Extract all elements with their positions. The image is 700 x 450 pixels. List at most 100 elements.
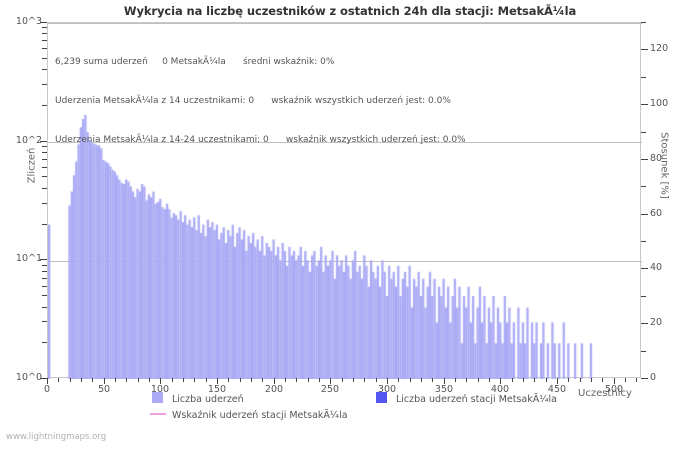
y-axis-right-tick: [641, 323, 648, 324]
x-axis-tick: [126, 378, 127, 382]
x-axis-tick: [364, 378, 365, 382]
x-axis-tick: [353, 378, 354, 382]
y-axis-left-tick: [42, 342, 47, 343]
legend-label-all-strokes: Liczba uderzeń: [172, 394, 244, 405]
x-axis-tick-label: 150: [207, 384, 227, 395]
y-axis-left-tick: [42, 152, 47, 153]
x-axis-tick: [387, 378, 388, 384]
y-axis-right-tick-label: 20: [650, 317, 663, 329]
x-axis-tick: [455, 378, 456, 382]
x-axis-tick: [489, 378, 490, 382]
x-axis-tick: [330, 378, 331, 384]
legend-swatch-station-ratio: [150, 413, 166, 415]
y-axis-left-tick: [42, 203, 47, 204]
x-axis-tick-label: 400: [490, 384, 510, 395]
x-axis-tick: [160, 378, 161, 384]
y-axis-left-tick: [42, 48, 47, 49]
x-axis-tick: [432, 378, 433, 382]
x-axis-tick: [319, 378, 320, 382]
x-axis-tick: [285, 378, 286, 382]
x-axis-tick: [500, 378, 501, 384]
annotation-line-3: Uderzenia MetsakÃ¼la z 14-24 uczestnikam…: [55, 135, 466, 145]
y-axis-right-tick: [641, 22, 646, 23]
y-axis-right-tick: [641, 159, 648, 160]
y-axis-left-tick: [42, 265, 47, 266]
y-axis-left-tick-label: 10^1: [15, 253, 42, 265]
y-axis-right-tick: [641, 214, 648, 215]
x-axis-tick: [398, 378, 399, 382]
x-axis-tick: [194, 378, 195, 382]
y-axis-right-tick: [641, 351, 646, 352]
x-axis-tick: [217, 378, 218, 384]
y-axis-left-tick: [42, 286, 47, 287]
legend-swatch-station-strokes: [376, 392, 387, 403]
x-axis-tick: [228, 378, 229, 382]
y-axis-left-tick: [42, 40, 47, 41]
legend-swatch-all-strokes: [152, 392, 163, 403]
annotation-line-1: 6,239 suma uderzeń 0 MetsakÃ¼la średni w…: [55, 57, 335, 67]
y-axis-left-tick: [42, 146, 47, 147]
x-axis-tick-label: 200: [264, 384, 284, 395]
x-axis-tick-label: 0: [43, 384, 51, 395]
histogram-bars: [48, 23, 642, 379]
x-axis-tick: [274, 378, 275, 384]
y-axis-left-tick: [42, 105, 47, 106]
x-axis-tick: [172, 378, 173, 382]
y-axis-right-tick: [641, 296, 646, 297]
x-axis-tick: [421, 378, 422, 382]
legend-item-station-ratio: Wskaźnik uderzeń stacji MetsakÃ¼la: [150, 410, 348, 421]
x-axis-tick: [104, 378, 105, 384]
x-axis-tick: [251, 378, 252, 382]
y-axis-left-tick: [42, 176, 47, 177]
y-axis-right-tick: [641, 104, 648, 105]
x-axis-tick: [478, 378, 479, 382]
x-axis-tick: [636, 378, 637, 382]
y-axis-left-tick: [42, 224, 47, 225]
y-axis-left-label: Zliczeń: [26, 147, 38, 184]
y-axis-right-tick-label: 80: [650, 152, 663, 164]
x-axis-tick: [546, 378, 547, 382]
y-axis-right-tick: [641, 49, 648, 50]
y-axis-left-tick: [42, 159, 47, 160]
x-axis-tick: [138, 378, 139, 382]
y-axis-right-tick: [641, 77, 646, 78]
y-axis-right-tick-label: 100: [650, 98, 669, 110]
x-axis-tick: [81, 378, 82, 382]
y-axis-right-tick-label: 60: [650, 207, 663, 219]
x-axis-tick: [591, 378, 592, 382]
legend-item-all-strokes: Liczba uderzeń: [152, 392, 244, 405]
y-axis-right-tick-label: 40: [650, 262, 663, 274]
x-axis-tick: [70, 378, 71, 382]
plot-area: [47, 22, 642, 379]
y-axis-left-tick: [42, 278, 47, 279]
x-axis-tick: [580, 378, 581, 382]
x-axis-tick: [240, 378, 241, 382]
x-axis-tick: [376, 378, 377, 382]
y-axis-left-tick: [42, 188, 47, 189]
x-axis-tick: [410, 378, 411, 382]
x-axis-tick-label: 450: [547, 384, 567, 395]
y-axis-left-tick: [42, 271, 47, 272]
x-axis-tick: [92, 378, 93, 382]
y-axis-left-tick-label: 10^2: [15, 134, 42, 146]
y-axis-right-tick: [641, 186, 646, 187]
annotation-line-2: Uderzenia MetsakÃ¼la z 14 uczestnikami: …: [55, 96, 451, 106]
x-axis-tick: [47, 378, 48, 384]
x-axis-tick: [534, 378, 535, 382]
y-axis-left-tick: [42, 307, 47, 308]
y-axis-right-tick-label: 120: [650, 43, 669, 55]
page-title: Wykrycia na liczbę uczestników z ostatni…: [123, 4, 577, 18]
y-axis-right-tick: [641, 132, 646, 133]
annotation-block: 6,239 suma uderzeń 0 MetsakÃ¼la średni w…: [55, 30, 615, 160]
x-axis-tick: [342, 378, 343, 382]
legend-label-station-ratio: Wskaźnik uderzeń stacji MetsakÃ¼la: [172, 410, 348, 421]
legend-item-station-strokes: Liczba uderzeń stacji MetsakÃ¼la: [376, 392, 557, 405]
y-axis-left-tick: [42, 33, 47, 34]
footer-url: www.lightningmaps.org: [6, 432, 107, 442]
y-axis-left-tick: [42, 295, 47, 296]
x-axis-tick: [512, 378, 513, 382]
x-axis-tick: [523, 378, 524, 382]
x-axis-tick: [115, 378, 116, 382]
y-axis-left-tick-label: 10^3: [15, 16, 42, 27]
x-axis-tick: [625, 378, 626, 382]
